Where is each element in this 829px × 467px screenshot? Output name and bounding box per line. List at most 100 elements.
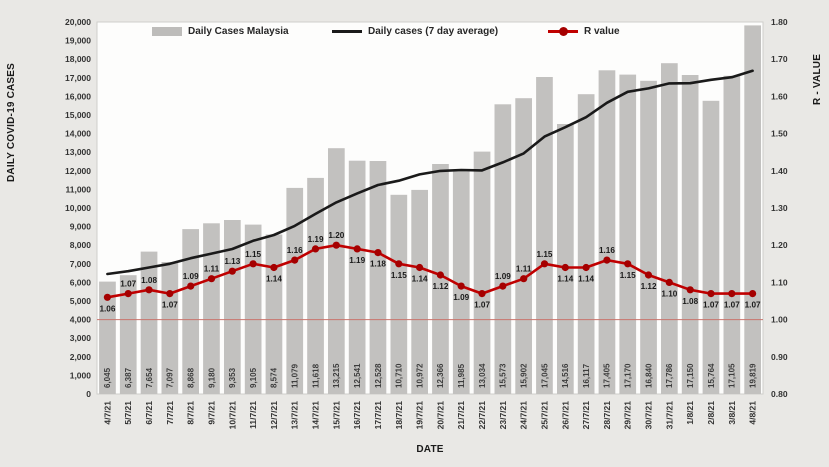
r-value-label: 1.14 [578,275,594,284]
bar [411,189,428,394]
date-label: 6/7/21 [144,401,154,425]
r-value-marker [540,260,549,268]
left-axis-tick-label: 16,000 [65,91,91,101]
left-axis-tick-label: 19,000 [65,36,91,46]
r-value-marker [145,286,153,294]
bar [557,124,574,394]
r-value-label: 1.12 [641,282,657,291]
left-axis-tick-label: 18,000 [65,54,91,64]
bar-value-label: 15,573 [499,363,508,388]
bar-value-label: 10,710 [395,363,404,388]
r-value-label: 1.14 [266,275,282,284]
r-value-marker [603,256,611,264]
left-axis-tick-label: 8,000 [70,240,92,250]
date-label: 11/7/21 [248,401,258,429]
r-value-label: 1.19 [308,235,324,244]
r-value-label: 1.07 [724,301,740,310]
r-value-marker [665,278,673,286]
bar [224,220,241,394]
r-value-label: 1.19 [349,256,365,265]
bar-value-label: 11,618 [311,363,320,388]
bar [161,262,179,394]
bar-value-label: 11,985 [457,363,466,388]
bar-value-label: 19,819 [748,363,757,388]
date-label: 27/7/21 [581,401,591,430]
r-value-marker [395,260,403,268]
bar [681,75,699,394]
bar [640,80,657,395]
left-axis-tick-label: 2,000 [70,352,92,362]
date-label: 10/7/21 [227,401,237,430]
avg-7day-line [106,69,754,276]
right-axis-tick-label: 0.90 [771,352,788,362]
bar [702,100,720,395]
bar [348,160,366,394]
r-value-label: 1.16 [287,246,303,255]
date-label: 13/7/21 [290,401,300,430]
r-value-label: 1.08 [141,276,157,285]
right-axis-tick-label: 0.80 [771,389,788,399]
r-value-marker [353,245,361,253]
bar-swatch-icon [152,27,182,36]
bar-value-label: 9,180 [207,367,216,388]
bar-value-label: 9,105 [249,367,258,388]
r-value-line [107,243,753,299]
right-axis-tick-label: 1.70 [771,54,788,64]
date-label: 7/7/21 [165,401,175,425]
date-label: 26/7/21 [560,401,570,430]
date-label: 31/7/21 [664,401,674,430]
bar-value-label: 15,764 [707,363,716,388]
bar-value-label: 12,528 [374,363,383,388]
r-value-marker [728,290,736,298]
bar [598,70,616,395]
bar-value-label: 9,353 [228,367,237,388]
bar-value-label: 13,215 [332,363,341,388]
right-axis-tick-label: 1.80 [771,17,788,27]
bar-value-label: 12,366 [436,363,445,388]
bar [577,94,595,394]
bar [369,161,387,394]
r-value-marker [457,282,465,290]
r-value-marker [436,271,444,279]
r-value-marker [166,290,174,298]
bar-value-label: 11,079 [291,363,300,388]
r-value-marker [291,256,299,264]
r-value-marker [624,260,632,268]
r-value-marker [416,263,424,272]
date-label: 19/7/21 [415,401,425,430]
legend-label: R value [584,26,620,37]
date-label: 22/7/21 [477,401,487,430]
date-label: 21/7/21 [456,401,466,430]
r-value-label: 1.09 [453,293,469,302]
date-label: 15/7/21 [331,401,341,430]
bar-value-label: 17,170 [624,363,633,388]
bar [203,223,220,394]
r-value-marker [374,249,382,257]
bar [661,63,678,394]
r-value-label: 1.07 [120,280,136,289]
r-value-marker [520,275,528,283]
date-label: 4/7/21 [102,401,112,425]
bar-value-label: 17,045 [540,363,549,388]
date-label: 25/7/21 [539,401,549,430]
date-label: 16/7/21 [352,401,362,430]
bar-value-label: 15,902 [519,363,528,388]
r-value-marker [103,293,111,301]
x-axis-title: DATE [416,444,444,455]
bar-value-label: 14,516 [561,363,570,388]
date-label: 2/8/21 [706,401,716,425]
bar-value-label: 7,097 [166,367,175,388]
bar-value-label: 8,574 [270,367,279,388]
date-label: 20/7/21 [435,401,445,430]
r-value-label: 1.15 [245,250,261,259]
date-label: 9/7/21 [206,401,216,425]
r-value-label: 1.12 [432,282,448,291]
bar-value-label: 17,405 [603,363,612,388]
bar [723,75,741,395]
r-value-label: 1.08 [682,297,698,306]
r-value-label: 1.15 [620,271,636,280]
r-value-marker [187,282,195,290]
r-value-marker [332,241,340,249]
right-axis-title: R - VALUE [812,53,823,105]
